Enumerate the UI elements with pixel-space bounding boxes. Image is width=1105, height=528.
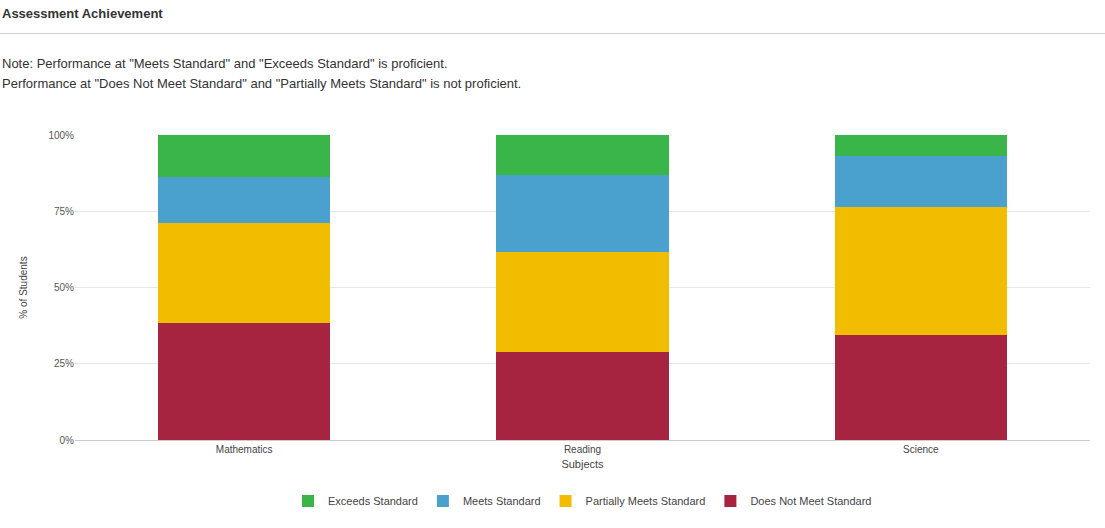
svg-text:Exceeds Standard: Exceeds Standard <box>328 495 418 507</box>
svg-text:50%: 50% <box>54 282 74 293</box>
svg-text:Reading: Reading <box>564 444 601 455</box>
html-text:Performance at "Does Not Meet: Performance at "Does Not Meet Standard" … <box>2 76 522 91</box>
svg-text:Science: Science <box>903 444 939 455</box>
svg-text:Subjects: Subjects <box>561 458 604 470</box>
svg-text:25%: 25% <box>54 358 74 369</box>
html-text:Assessment Achievement: Assessment Achievement <box>2 6 163 21</box>
svg-text:0%: 0% <box>60 435 75 446</box>
svg-text:Meets Standard: Meets Standard <box>463 495 541 507</box>
svg-text:75%: 75% <box>54 206 74 217</box>
svg-text:Partially Meets Standard: Partially Meets Standard <box>586 495 706 507</box>
svg-text:100%: 100% <box>48 130 74 141</box>
svg-text:Does Not Meet Standard: Does Not Meet Standard <box>750 495 871 507</box>
svg-text:% of Students: % of Students <box>18 256 29 318</box>
html-text:Note: Performance at "Meets St: Note: Performance at "Meets Standard" an… <box>2 56 448 71</box>
svg-text:Mathematics: Mathematics <box>216 444 273 455</box>
